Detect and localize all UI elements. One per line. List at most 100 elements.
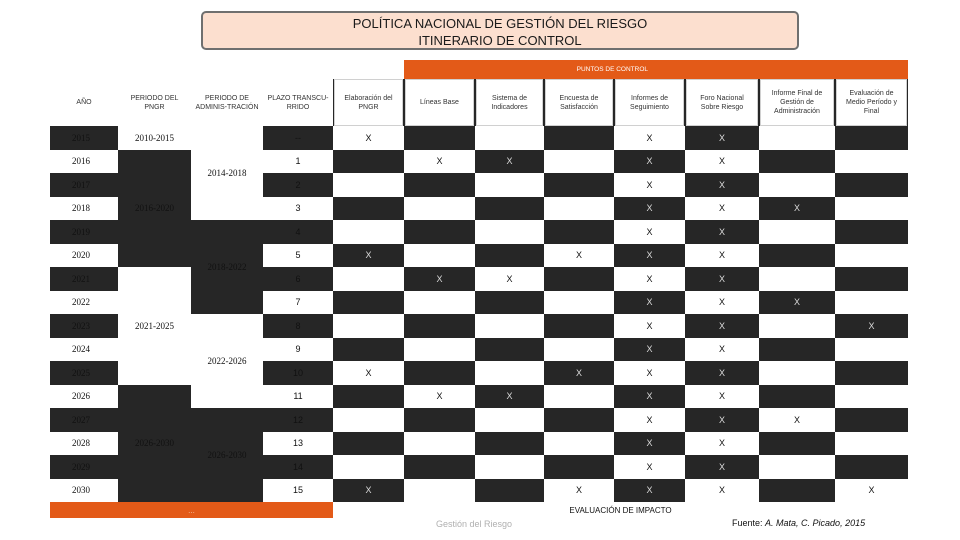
admin-period bbox=[191, 220, 263, 314]
control-mark-cell: X bbox=[614, 478, 685, 502]
control-mark-cell: X bbox=[614, 361, 685, 385]
control-mark-cell bbox=[404, 220, 475, 244]
control-mark-cell bbox=[404, 290, 475, 314]
control-mark-cell bbox=[475, 478, 544, 502]
pngr-period bbox=[118, 149, 191, 267]
control-mark-cell bbox=[759, 173, 835, 197]
pngr-period: 2021-2025 bbox=[118, 267, 191, 385]
control-mark-cell bbox=[333, 337, 404, 361]
control-mark-cell bbox=[404, 478, 475, 502]
control-mark-cell bbox=[404, 361, 475, 385]
plazo-cell: 8 bbox=[295, 320, 301, 331]
admin-period: 2022-2026 bbox=[191, 314, 263, 408]
year-cell: 2023 bbox=[72, 320, 90, 331]
control-mark-cell bbox=[544, 196, 614, 220]
source-authors: A. Mata, C. Picado, 2015 bbox=[765, 518, 866, 528]
plazo-bg bbox=[263, 196, 333, 220]
control-mark-cell: X bbox=[685, 431, 759, 455]
plazo-cell: 2 bbox=[295, 179, 301, 190]
header-control-point-8: Evaluación de Medio Período y Final bbox=[836, 79, 907, 126]
pngr-period-label: 2016-2020 bbox=[135, 203, 174, 214]
control-mark-cell: X bbox=[544, 361, 614, 385]
year-bg bbox=[50, 267, 118, 291]
puntos-de-control-header: PUNTOS DE CONTROL bbox=[404, 60, 908, 79]
year-cell: 2027 bbox=[72, 414, 90, 425]
control-mark-cell bbox=[475, 408, 544, 432]
year-bg bbox=[50, 196, 118, 220]
control-mark-cell bbox=[475, 361, 544, 385]
plazo-cell: 10 bbox=[292, 367, 303, 378]
plazo-bg bbox=[263, 384, 333, 408]
control-mark-cell bbox=[333, 408, 404, 432]
control-mark-cell: X bbox=[333, 361, 404, 385]
control-mark-cell bbox=[475, 220, 544, 244]
source-caption: Fuente: A. Mata, C. Picado, 2015 bbox=[732, 518, 865, 528]
plazo-cell: 1 bbox=[295, 156, 301, 167]
control-mark-cell: X bbox=[614, 267, 685, 291]
control-mark-cell bbox=[759, 314, 835, 338]
control-mark-cell bbox=[835, 337, 908, 361]
year-cell: 2026 bbox=[72, 391, 90, 402]
control-mark-cell bbox=[835, 220, 908, 244]
plazo-bg bbox=[263, 478, 333, 502]
year-cell: 2022 bbox=[72, 297, 90, 308]
control-mark-cell bbox=[333, 431, 404, 455]
plazo-bg bbox=[263, 431, 333, 455]
control-mark-cell: X bbox=[685, 361, 759, 385]
year-cell: 2018 bbox=[72, 203, 90, 214]
plazo-cell: 7 bbox=[295, 297, 301, 308]
control-mark-cell bbox=[475, 314, 544, 338]
plazo-cell: 6 bbox=[295, 273, 301, 284]
control-mark-cell bbox=[475, 290, 544, 314]
control-mark-cell bbox=[544, 384, 614, 408]
control-mark-cell bbox=[759, 431, 835, 455]
plazo-cell: 11 bbox=[293, 391, 303, 402]
year-bg bbox=[50, 243, 118, 267]
control-mark-cell: X bbox=[759, 196, 835, 220]
control-mark-cell: X bbox=[685, 455, 759, 479]
control-mark-cell: X bbox=[333, 478, 404, 502]
plazo-bg bbox=[263, 126, 333, 150]
control-mark-cell bbox=[475, 196, 544, 220]
year-bg bbox=[50, 290, 118, 314]
year-cell: 2021 bbox=[72, 273, 90, 284]
control-mark-cell bbox=[404, 173, 475, 197]
control-mark-cell: X bbox=[685, 126, 759, 150]
control-mark-cell: X bbox=[614, 173, 685, 197]
control-mark-cell bbox=[404, 314, 475, 338]
background-text: Gestión del Riesgo bbox=[436, 519, 513, 529]
header-control-point-1: Elaboración del PNGR bbox=[334, 79, 403, 126]
control-mark-cell: X bbox=[685, 149, 759, 173]
control-mark-cell bbox=[835, 149, 908, 173]
plazo-bg bbox=[263, 220, 333, 244]
control-mark-cell bbox=[835, 196, 908, 220]
control-mark-cell bbox=[759, 337, 835, 361]
control-mark-cell bbox=[404, 455, 475, 479]
control-itinerary-table: PUNTOS DE CONTROL AÑO PERIODO DEL PNGR PERI… bbox=[50, 60, 908, 538]
control-mark-cell: X bbox=[544, 478, 614, 502]
control-mark-cell: X bbox=[759, 290, 835, 314]
control-mark-cell bbox=[404, 337, 475, 361]
control-mark-cell bbox=[333, 220, 404, 244]
footer-left-bar: ... bbox=[50, 502, 333, 518]
control-mark-cell: X bbox=[685, 314, 759, 338]
header-control-point-2: Líneas Base bbox=[405, 79, 474, 126]
evaluacion-de-impacto: EVALUACIÓN DE IMPACTO bbox=[333, 502, 908, 518]
plazo-bg bbox=[263, 337, 333, 361]
control-mark-cell bbox=[759, 478, 835, 502]
year-cell: 2030 bbox=[72, 485, 90, 496]
header-corner-cell bbox=[50, 60, 404, 79]
control-mark-cell bbox=[333, 267, 404, 291]
control-mark-cell bbox=[759, 455, 835, 479]
control-mark-cell bbox=[759, 243, 835, 267]
control-mark-cell: X bbox=[614, 196, 685, 220]
year-bg bbox=[50, 337, 118, 361]
control-mark-cell bbox=[333, 196, 404, 220]
control-mark-cell bbox=[835, 384, 908, 408]
header-control-point-3: Sistema de Indicadores bbox=[476, 79, 543, 126]
control-mark-cell bbox=[759, 126, 835, 150]
control-mark-cell bbox=[544, 126, 614, 150]
year-cell: 2016 bbox=[72, 156, 90, 167]
control-mark-cell: X bbox=[614, 431, 685, 455]
control-mark-cell bbox=[544, 314, 614, 338]
